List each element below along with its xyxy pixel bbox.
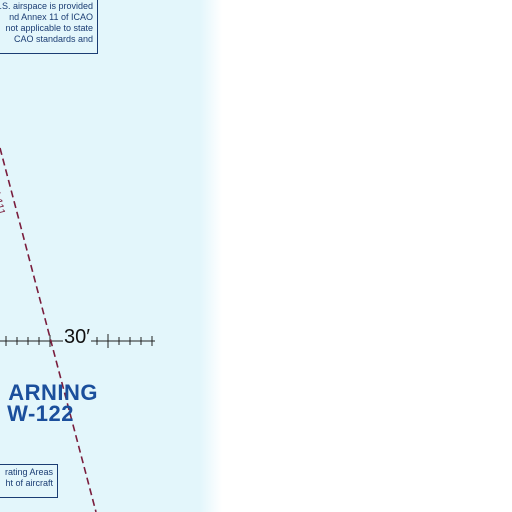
note-line: CAO standards and [13,34,93,44]
note-line: not applicable to state [5,23,93,33]
note-line: .S. airspace is provided [0,1,93,11]
note-line: rating Areas [4,467,53,477]
airspace-note-box: .S. airspace is provided nd Annex 11 of … [0,0,98,54]
operating-areas-note-box: rating Areas ht of aircraft [0,464,58,498]
warning-area-id: W-122 [7,401,74,426]
note-line: nd Annex 11 of ICAO [9,12,93,22]
note-line: ht of aircraft [5,478,53,488]
minute-label: 30′ [63,326,91,348]
warning-area-title: ARNING [8,380,98,405]
water-area [0,0,222,512]
airway-dashed-line [0,147,97,512]
